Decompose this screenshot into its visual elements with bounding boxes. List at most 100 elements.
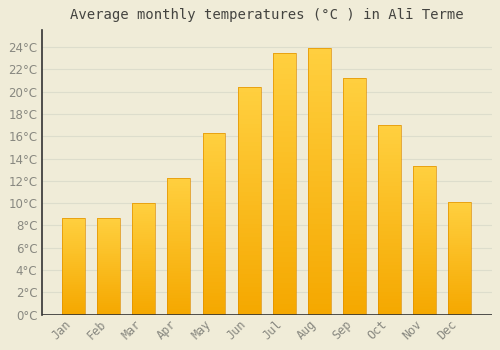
Bar xyxy=(273,231,295,236)
Bar xyxy=(308,267,330,272)
Bar xyxy=(168,230,190,232)
Bar xyxy=(378,125,401,129)
Bar xyxy=(378,125,401,315)
Bar xyxy=(414,309,436,312)
Bar xyxy=(168,273,190,276)
Bar xyxy=(308,85,330,91)
Bar xyxy=(62,251,85,253)
Bar xyxy=(238,155,260,160)
Bar xyxy=(168,271,190,273)
Bar xyxy=(414,244,436,246)
Bar xyxy=(132,228,155,230)
Bar xyxy=(97,260,120,262)
Bar xyxy=(238,278,260,283)
Bar xyxy=(273,121,295,126)
Bar xyxy=(414,276,436,279)
Bar xyxy=(202,257,226,260)
Bar xyxy=(238,137,260,142)
Bar xyxy=(62,299,85,301)
Bar xyxy=(414,264,436,267)
Bar xyxy=(448,267,471,270)
Bar xyxy=(202,147,226,151)
Bar xyxy=(448,258,471,260)
Bar xyxy=(308,176,330,181)
Bar xyxy=(132,221,155,223)
Bar xyxy=(448,231,471,233)
Bar xyxy=(414,261,436,264)
Bar xyxy=(97,274,120,276)
Bar xyxy=(62,229,85,231)
Bar xyxy=(202,238,226,242)
Bar xyxy=(238,101,260,105)
Bar xyxy=(202,242,226,246)
Bar xyxy=(97,295,120,297)
Bar xyxy=(168,252,190,254)
Bar xyxy=(378,190,401,193)
Bar xyxy=(273,131,295,136)
Bar xyxy=(202,173,226,176)
Bar xyxy=(202,271,226,275)
Bar xyxy=(132,203,155,205)
Bar xyxy=(168,257,190,260)
Bar xyxy=(378,182,401,186)
Bar xyxy=(448,240,471,243)
Bar xyxy=(202,169,226,173)
Bar xyxy=(132,232,155,234)
Bar xyxy=(132,308,155,310)
Bar xyxy=(343,107,366,111)
Bar xyxy=(448,227,471,229)
Bar xyxy=(378,228,401,231)
Bar xyxy=(97,299,120,301)
Bar xyxy=(308,235,330,240)
Bar xyxy=(62,245,85,247)
Bar xyxy=(343,272,366,277)
Bar xyxy=(414,267,436,270)
Bar xyxy=(308,91,330,96)
Bar xyxy=(273,79,295,84)
Bar xyxy=(238,265,260,269)
Bar xyxy=(308,272,330,277)
Bar xyxy=(168,285,190,287)
Bar xyxy=(62,297,85,299)
Bar xyxy=(202,228,226,231)
Bar xyxy=(62,219,85,222)
Bar xyxy=(343,126,366,130)
Bar xyxy=(132,277,155,279)
Bar xyxy=(62,254,85,257)
Bar xyxy=(238,269,260,274)
Bar xyxy=(343,291,366,296)
Bar xyxy=(202,191,226,195)
Bar xyxy=(97,223,120,225)
Bar xyxy=(343,149,366,154)
Bar xyxy=(97,247,120,248)
Bar xyxy=(168,312,190,315)
Bar xyxy=(414,306,436,309)
Bar xyxy=(308,181,330,187)
Bar xyxy=(202,217,226,220)
Bar xyxy=(132,274,155,277)
Bar xyxy=(414,303,436,306)
Bar xyxy=(448,206,471,209)
Bar xyxy=(202,140,226,144)
Bar xyxy=(168,199,190,202)
Bar xyxy=(273,199,295,205)
Bar xyxy=(97,257,120,258)
Bar xyxy=(97,245,120,247)
Bar xyxy=(308,299,330,304)
Bar xyxy=(202,198,226,202)
Bar xyxy=(168,243,190,246)
Bar xyxy=(343,177,366,182)
Bar xyxy=(308,48,330,315)
Bar xyxy=(414,166,436,169)
Bar xyxy=(202,311,226,315)
Bar xyxy=(97,225,120,228)
Bar xyxy=(238,96,260,101)
Bar xyxy=(378,246,401,250)
Bar xyxy=(273,294,295,299)
Bar xyxy=(343,248,366,253)
Bar xyxy=(378,277,401,280)
Bar xyxy=(97,262,120,264)
Bar xyxy=(378,261,401,265)
Bar xyxy=(448,288,471,290)
Bar xyxy=(168,262,190,265)
